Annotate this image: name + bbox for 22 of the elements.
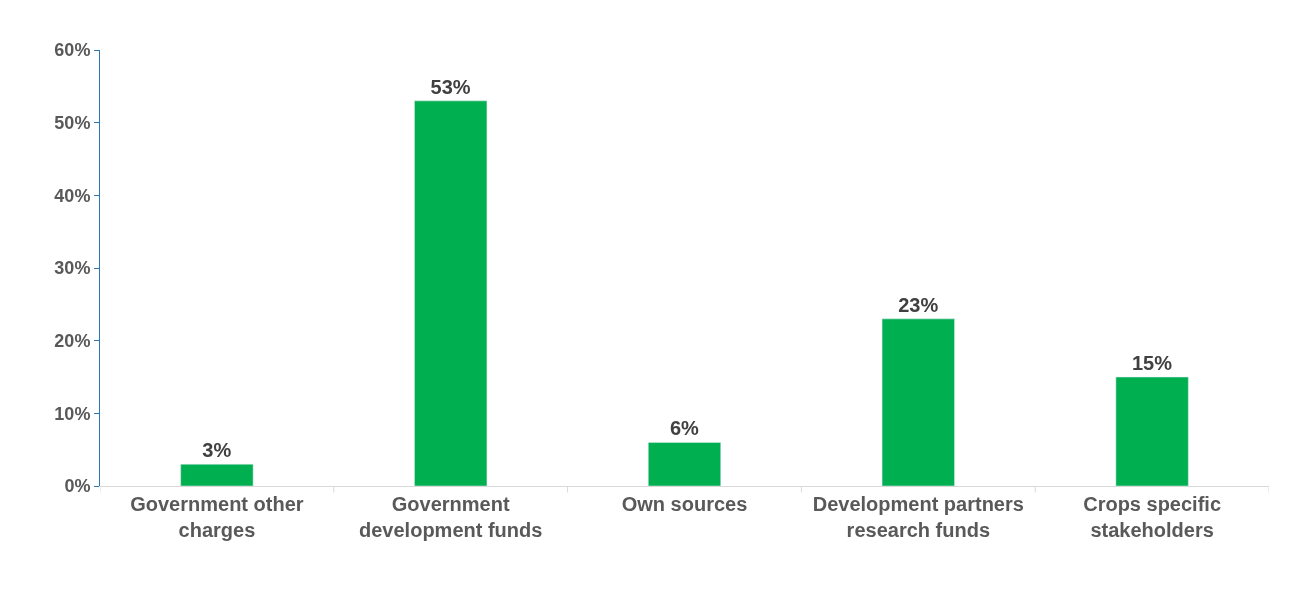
x-tick-label: Government development funds	[359, 493, 543, 541]
data-label: 23%	[898, 293, 939, 316]
x-tick-label: Government other charges	[130, 493, 304, 541]
x-tick-label: Crops specific stakeholders	[1083, 493, 1222, 541]
y-tick-label: 60%	[54, 40, 91, 61]
data-label: 53%	[430, 75, 471, 98]
y-tick-label: 30%	[54, 258, 91, 279]
y-tick-label: 50%	[54, 112, 91, 133]
y-tick-label: 40%	[54, 185, 91, 206]
x-tick-label: Own sources	[621, 493, 748, 515]
x-tick-label: Development partners research funds	[812, 493, 1024, 541]
bar	[180, 463, 254, 486]
y-tick-label: 0%	[64, 476, 91, 497]
bar	[881, 318, 955, 486]
bar	[1115, 376, 1189, 486]
data-label: 6%	[669, 417, 700, 440]
data-label: 3%	[202, 439, 232, 462]
y-tick-label: 10%	[54, 403, 91, 424]
bar	[648, 442, 721, 486]
data-label: 15%	[1131, 352, 1173, 374]
y-tick-label: 20%	[54, 330, 91, 351]
bar	[414, 100, 488, 486]
